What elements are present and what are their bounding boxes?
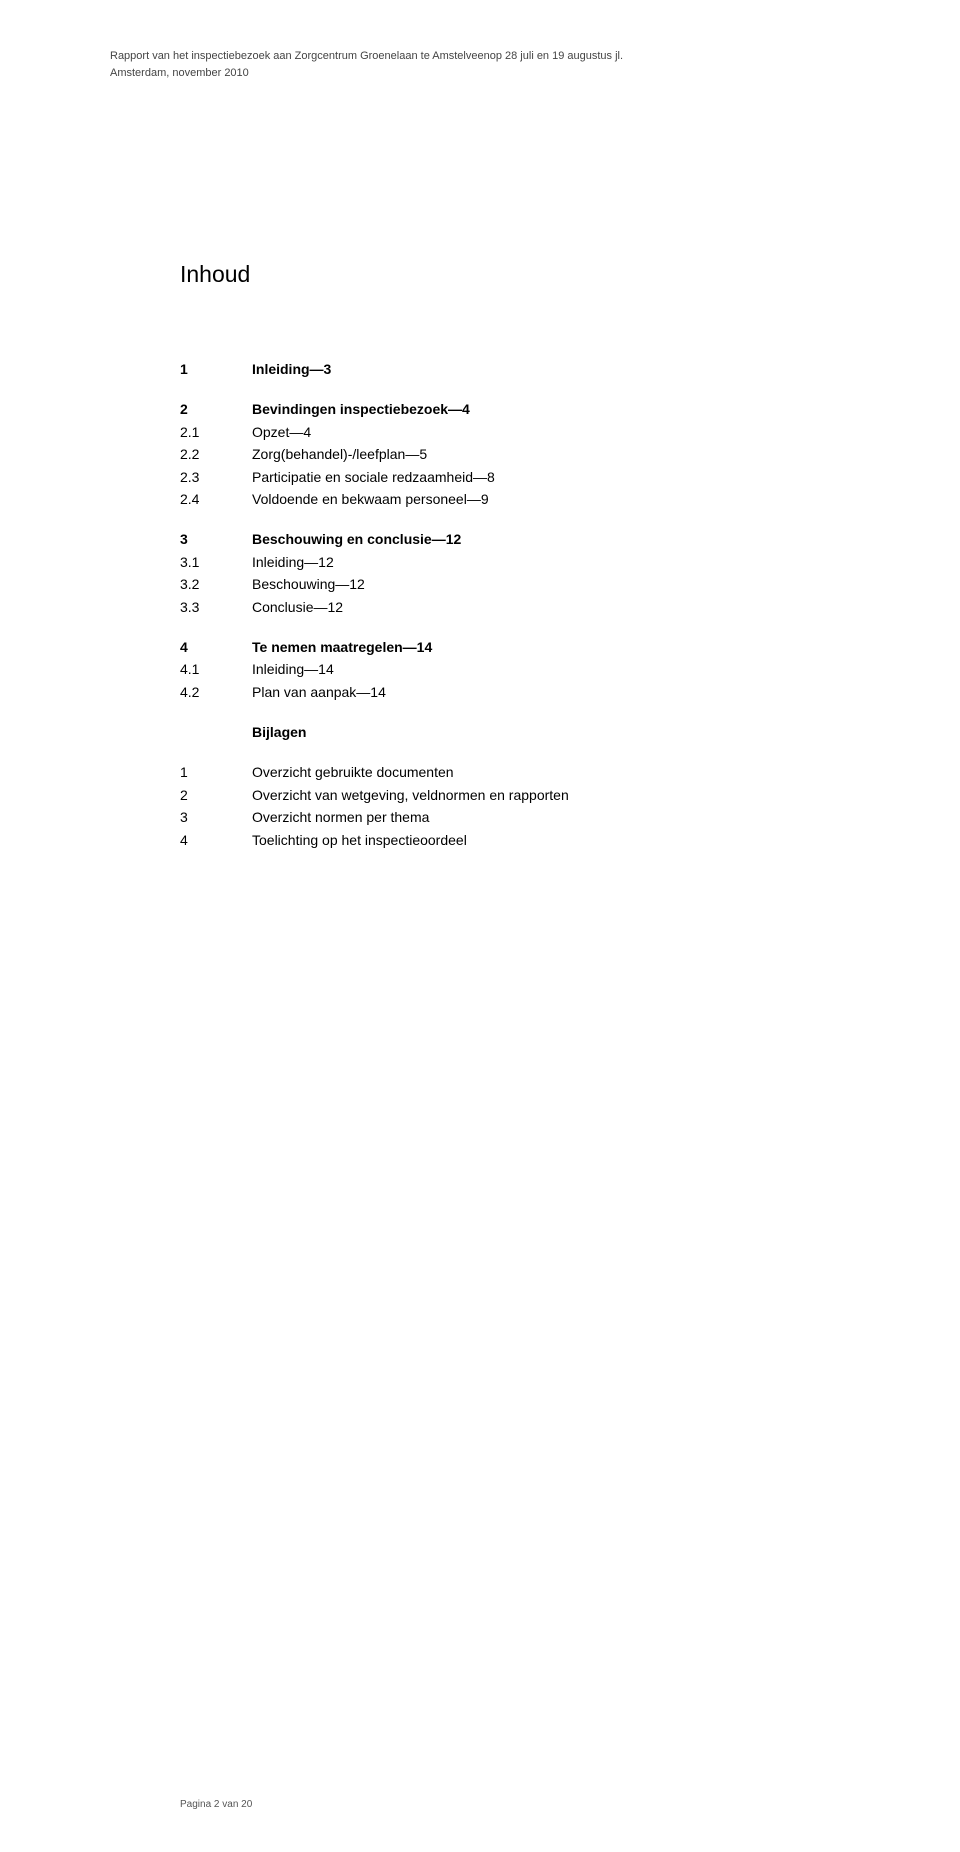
toc-item: 3.2 Beschouwing—12 <box>180 573 850 595</box>
toc-section-1: 1 Inleiding—3 <box>180 358 850 380</box>
toc-text: Plan van aanpak—14 <box>252 681 850 703</box>
toc-text: Inleiding—12 <box>252 551 850 573</box>
toc-num: 1 <box>180 358 252 380</box>
toc-item: 2.4 Voldoende en bekwaam personeel—9 <box>180 488 850 510</box>
toc-num: 2.4 <box>180 488 252 510</box>
toc-item: 3.3 Conclusie—12 <box>180 596 850 618</box>
toc-heading-3: 3 Beschouwing en conclusie—12 <box>180 528 850 550</box>
toc-text: Zorg(behandel)-/leefplan—5 <box>252 443 850 465</box>
table-of-contents: 1 Inleiding—3 2 Bevindingen inspectiebez… <box>180 358 850 851</box>
toc-num: 3 <box>180 806 252 828</box>
toc-num: 1 <box>180 761 252 783</box>
header-line-1: Rapport van het inspectiebezoek aan Zorg… <box>110 48 850 65</box>
toc-text: Beschouwing en conclusie—12 <box>252 528 850 550</box>
toc-heading-2: 2 Bevindingen inspectiebezoek—4 <box>180 398 850 420</box>
toc-section-3: 3 Beschouwing en conclusie—12 3.1 Inleid… <box>180 528 850 618</box>
toc-text: Opzet—4 <box>252 421 850 443</box>
toc-num: 4 <box>180 829 252 851</box>
toc-item: 4 Toelichting op het inspectieoordeel <box>180 829 850 851</box>
toc-num: 3.1 <box>180 551 252 573</box>
toc-text: Overzicht gebruikte documenten <box>252 761 850 783</box>
toc-num: 4 <box>180 636 252 658</box>
toc-item: 2.2 Zorg(behandel)-/leefplan—5 <box>180 443 850 465</box>
toc-num: 4.2 <box>180 681 252 703</box>
toc-item: 2.1 Opzet—4 <box>180 421 850 443</box>
toc-section-bijlagen: Bijlagen <box>180 721 850 743</box>
header-line-2: Amsterdam, november 2010 <box>110 65 850 82</box>
toc-text: Conclusie—12 <box>252 596 850 618</box>
toc-num: 4.1 <box>180 658 252 680</box>
page-title: Inhoud <box>180 261 850 288</box>
toc-text: Bevindingen inspectiebezoek—4 <box>252 398 850 420</box>
toc-section-4: 4 Te nemen maatregelen—14 4.1 Inleiding—… <box>180 636 850 703</box>
toc-item: 4.1 Inleiding—14 <box>180 658 850 680</box>
toc-section-2: 2 Bevindingen inspectiebezoek—4 2.1 Opze… <box>180 398 850 510</box>
toc-bijlagen-list: 1 Overzicht gebruikte documenten 2 Overz… <box>180 761 850 851</box>
page-header: Rapport van het inspectiebezoek aan Zorg… <box>110 48 850 81</box>
toc-text: Inleiding—3 <box>252 358 850 380</box>
toc-text: Overzicht van wetgeving, veldnormen en r… <box>252 784 850 806</box>
toc-num: 2.3 <box>180 466 252 488</box>
toc-text: Overzicht normen per thema <box>252 806 850 828</box>
toc-item: 2 Overzicht van wetgeving, veldnormen en… <box>180 784 850 806</box>
toc-item: 2.3 Participatie en sociale redzaamheid—… <box>180 466 850 488</box>
toc-item: 3.1 Inleiding—12 <box>180 551 850 573</box>
toc-num: 2 <box>180 784 252 806</box>
toc-item: 4.2 Plan van aanpak—14 <box>180 681 850 703</box>
toc-num: 3.3 <box>180 596 252 618</box>
toc-heading-4: 4 Te nemen maatregelen—14 <box>180 636 850 658</box>
toc-text: Te nemen maatregelen—14 <box>252 636 850 658</box>
page-container: Rapport van het inspectiebezoek aan Zorg… <box>0 0 960 1852</box>
toc-num: 2.1 <box>180 421 252 443</box>
toc-num: 3 <box>180 528 252 550</box>
toc-num: 2 <box>180 398 252 420</box>
toc-text: Voldoende en bekwaam personeel—9 <box>252 488 850 510</box>
toc-item: 3 Overzicht normen per thema <box>180 806 850 828</box>
toc-text: Toelichting op het inspectieoordeel <box>252 829 850 851</box>
toc-item: 1 Overzicht gebruikte documenten <box>180 761 850 783</box>
toc-num: 3.2 <box>180 573 252 595</box>
page-footer: Pagina 2 van 20 <box>180 1799 252 1810</box>
toc-text: Participatie en sociale redzaamheid—8 <box>252 466 850 488</box>
toc-num: 2.2 <box>180 443 252 465</box>
toc-text: Beschouwing—12 <box>252 573 850 595</box>
bijlagen-title: Bijlagen <box>252 721 850 743</box>
toc-text: Inleiding—14 <box>252 658 850 680</box>
toc-heading-1: 1 Inleiding—3 <box>180 358 850 380</box>
